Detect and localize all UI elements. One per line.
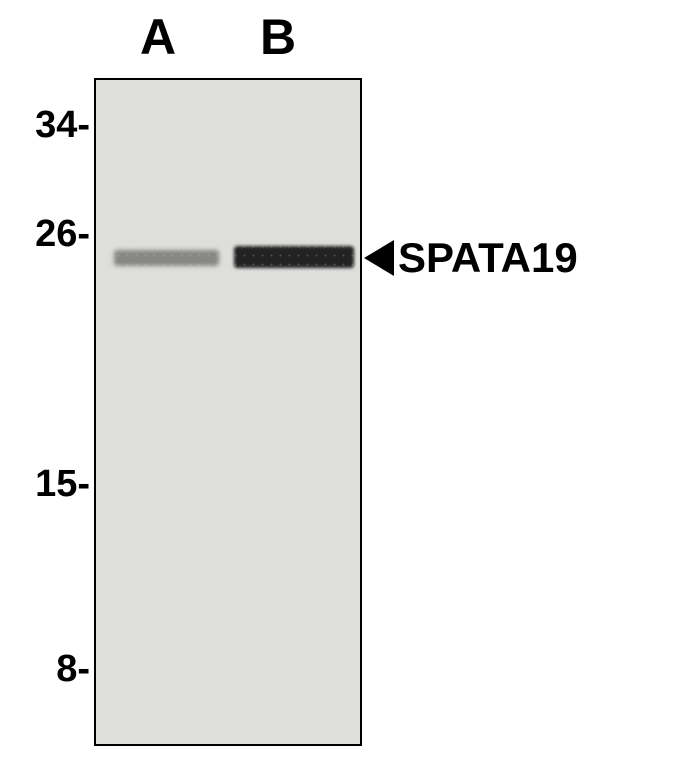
lane-A-label: A [140,9,176,65]
blot-noise [96,80,360,744]
marker-26: 26- [0,213,90,256]
band-annotation: SPATA19 [364,234,578,282]
western-blot-figure: A B 34- 26- 15- 8- SPATA19 [0,0,690,764]
blot-membrane [94,78,362,746]
lane-header-A: A [140,8,176,66]
lane-header-B: B [260,8,296,66]
lane-B-label: B [260,9,296,65]
marker-8: 8- [22,648,90,691]
annotation-text: SPATA19 [398,234,578,282]
marker-15: 15- [0,463,90,506]
marker-34: 34- [0,104,90,147]
arrow-icon [364,240,394,276]
